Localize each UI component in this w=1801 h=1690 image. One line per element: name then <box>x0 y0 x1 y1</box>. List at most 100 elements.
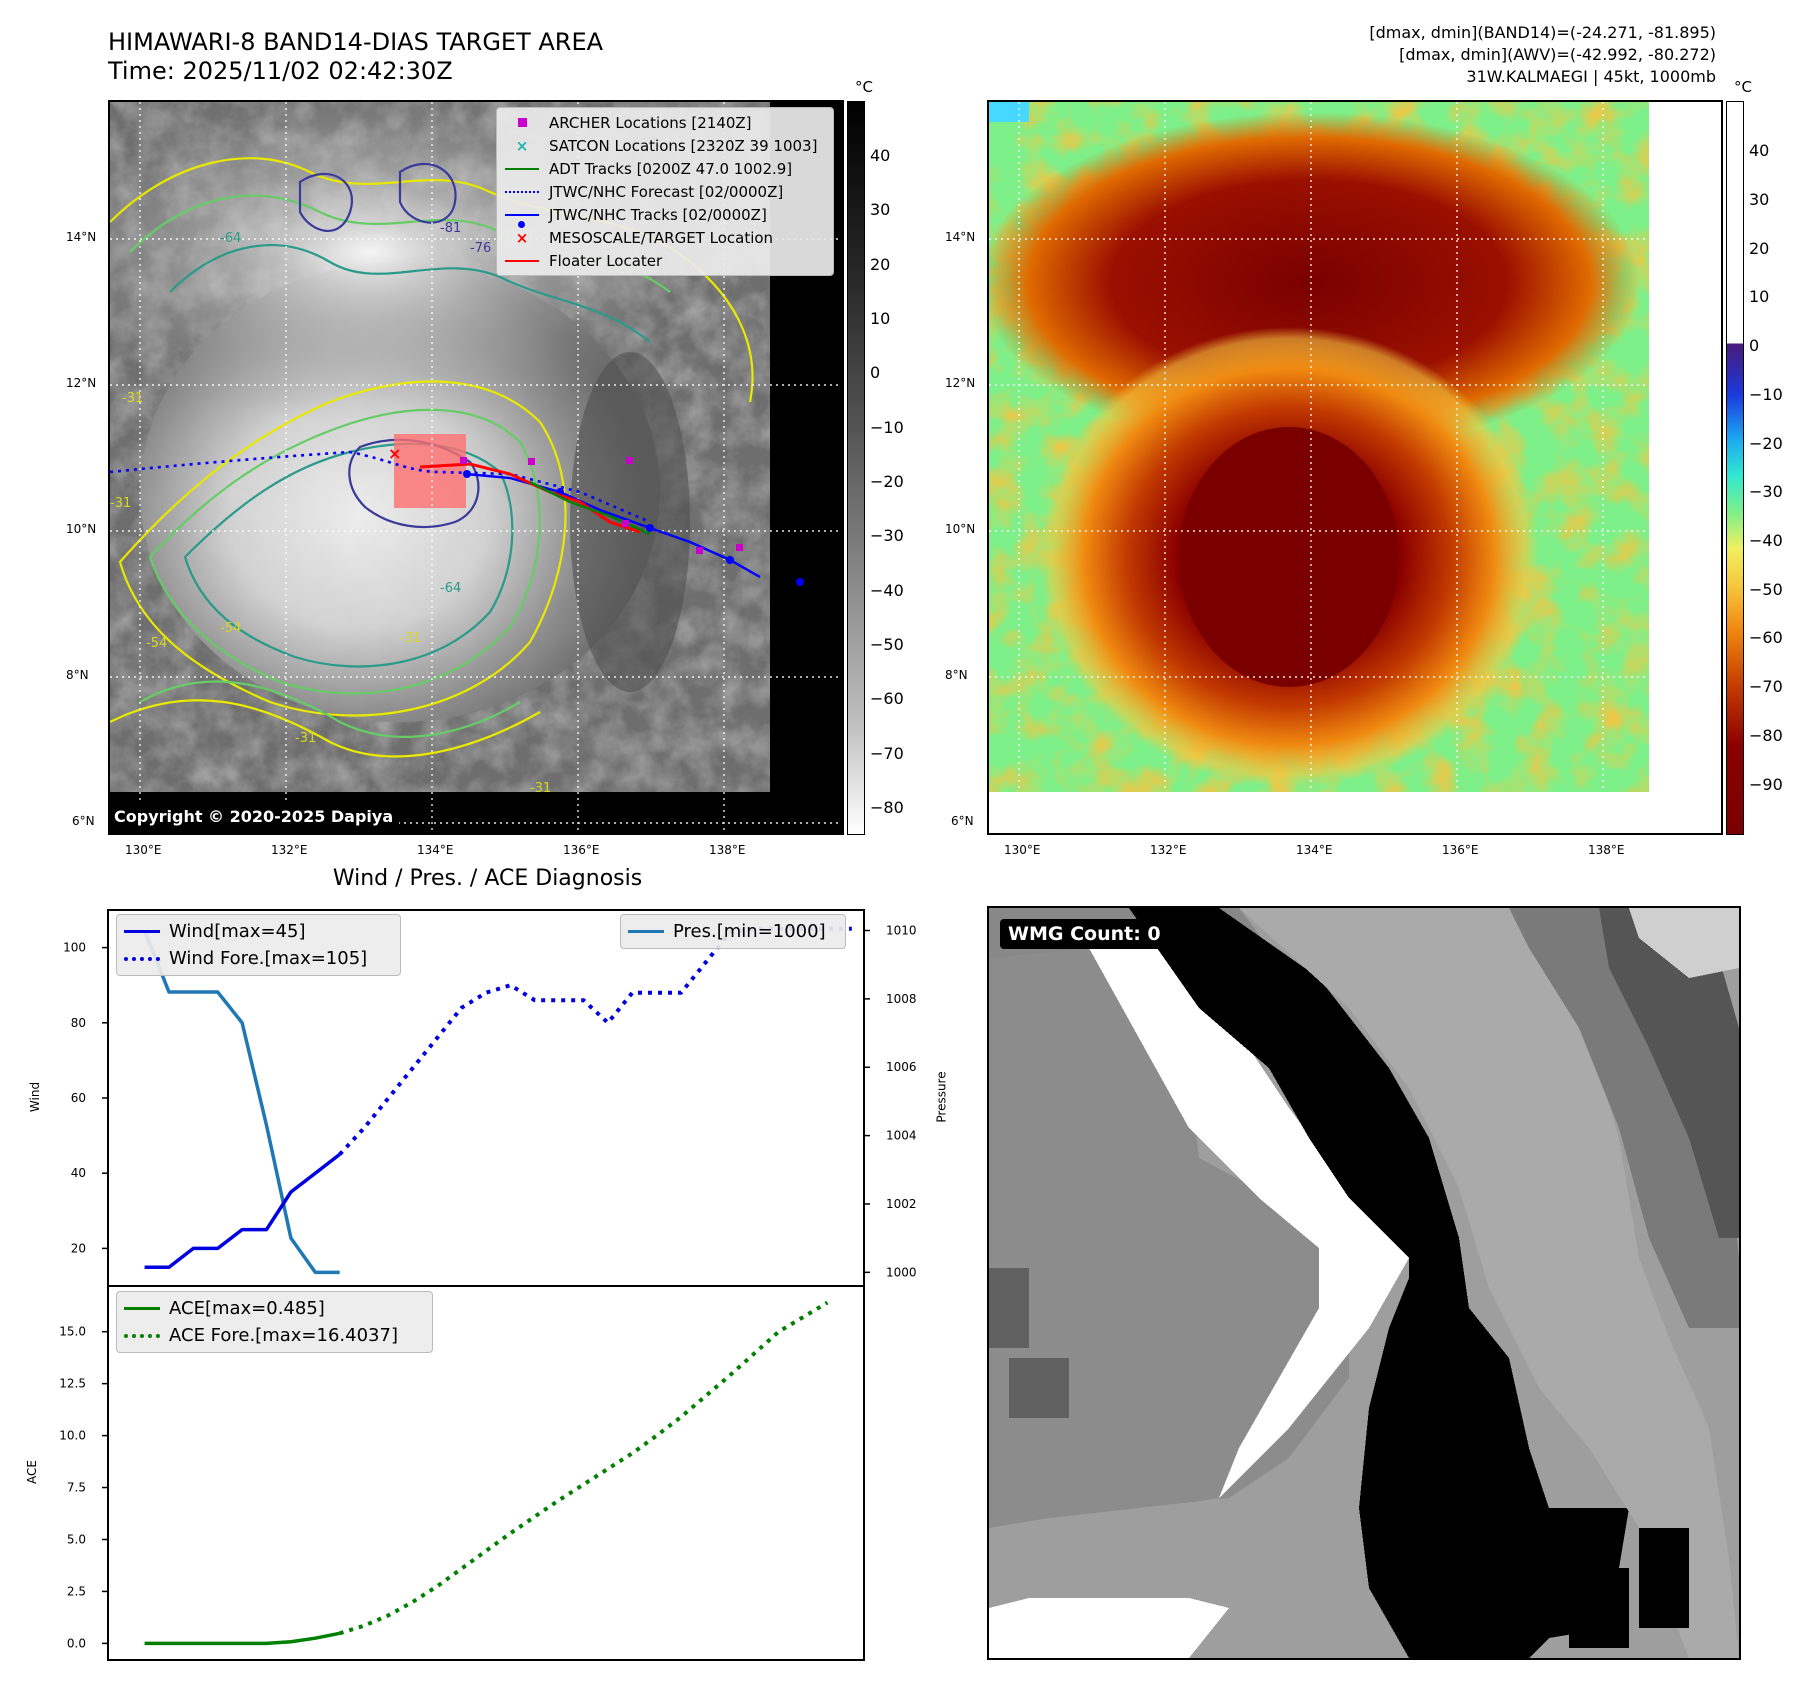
lon-label: 134°E <box>417 843 454 857</box>
colorbar-tick: −60 <box>870 689 904 708</box>
lat-label: 14°N <box>945 230 976 244</box>
legend-item: ACE Fore.[max=16.4037] <box>123 1322 426 1349</box>
ace-ytick-label: 0.0 <box>67 1636 86 1650</box>
colorbar-tick: −20 <box>1749 434 1783 453</box>
ace-legend: ACE[max=0.485] ACE Fore.[max=16.4037] <box>116 1291 433 1353</box>
lat-label: 8°N <box>66 668 89 682</box>
best-track <box>465 472 761 579</box>
legend-item: JTWC/NHC Tracks [02/0000Z] <box>503 203 827 228</box>
ace-plot: 0.0 2.5 5.0 7.5 10.0 12.5 15.0 <box>59 1285 865 1661</box>
colorbar-tick: −30 <box>870 526 904 545</box>
lon-label: 130°E <box>125 843 162 857</box>
lat-label: 6°N <box>951 814 974 828</box>
ace-ytick-label: 5.0 <box>67 1532 86 1546</box>
pressure-ytick-label: 1000 <box>886 1265 917 1279</box>
lon-label: 136°E <box>563 843 600 857</box>
colorbar-tick: 0 <box>870 363 881 382</box>
lat-label: 12°N <box>945 376 976 390</box>
wmg-image <box>989 908 1739 1658</box>
wind-ytick-label: 80 <box>71 1016 86 1030</box>
contour-label: -64 <box>220 231 241 246</box>
wmg-count-badge: WMG Count: 0 <box>1000 919 1169 949</box>
lon-label: 138°E <box>709 843 746 857</box>
colorbar-tick: 40 <box>870 146 891 165</box>
colorbar-tick: −80 <box>1749 726 1783 745</box>
pressure-ytick-label: 1008 <box>886 992 917 1006</box>
ir-colorbar-unit: °C <box>855 78 873 96</box>
contour-label: -54 <box>146 636 167 651</box>
contour-label: -54 <box>220 621 241 636</box>
contour-label: -76 <box>470 241 491 256</box>
ir-colorbar <box>847 101 865 835</box>
pressure-legend: Pres.[min=1000] <box>620 914 846 949</box>
ace-series-line <box>144 1631 341 1646</box>
pressure-axis-label: Pressure <box>934 1071 949 1123</box>
colorbar-tick: 40 <box>1749 141 1770 160</box>
wind-forecast-series-line <box>338 926 852 1156</box>
colorbar-tick: −90 <box>1749 775 1783 794</box>
ace-ytick-label: 7.5 <box>67 1481 86 1495</box>
lon-label: 136°E <box>1442 843 1479 857</box>
pressure-ytick-label: 1010 <box>886 924 917 938</box>
colorbar-tick: −70 <box>870 744 904 763</box>
contour-label: -31 <box>530 781 551 796</box>
color-map-image <box>989 102 1721 833</box>
colorbar-tick: −10 <box>1749 385 1783 404</box>
pressure-ytick-label: 1004 <box>886 1129 917 1143</box>
ace-forecast-series-line <box>339 1300 829 1636</box>
legend-item: Pres.[min=1000] <box>627 918 839 945</box>
contour-label: -31 <box>110 496 131 511</box>
diagnosis-charts: 20 40 60 80 100 1000 1002 1004 1006 1008 1010 0.0 2… <box>59 909 917 1661</box>
lon-label: 132°E <box>271 843 308 857</box>
wind-series-line <box>144 1153 341 1269</box>
ace-ytick-label: 2.5 <box>67 1584 86 1598</box>
legend-item: Wind Fore.[max=105] <box>123 945 394 972</box>
lat-label: 10°N <box>66 522 97 536</box>
legend-item: ADT Tracks [0200Z 47.0 1002.9] <box>503 157 827 180</box>
colorbar-tick: −50 <box>1749 580 1783 599</box>
stats-readout: [dmax, dmin](BAND14)=(-24.271, -81.895) … <box>1369 23 1716 86</box>
lat-label: 10°N <box>945 522 976 536</box>
colorbar-tick: −10 <box>870 418 904 437</box>
colorbar-tick: −80 <box>870 798 904 817</box>
colorbar-tick: −50 <box>870 635 904 654</box>
lat-label: 8°N <box>945 668 968 682</box>
lon-label: 134°E <box>1296 843 1333 857</box>
wind-axis-label: Wind <box>28 1081 43 1113</box>
lon-label: 138°E <box>1588 843 1625 857</box>
ace-ytick-label: 15.0 <box>59 1325 86 1339</box>
diagnosis-title: Wind / Pres. / ACE Diagnosis <box>332 866 643 891</box>
wmg-panel <box>987 906 1741 1660</box>
colorbar-tick: 30 <box>1749 190 1770 209</box>
legend-item: ACE[max=0.485] <box>123 1295 426 1322</box>
colorbar-tick: −70 <box>1749 677 1783 696</box>
contour-label: -31 <box>122 391 143 406</box>
colorbar-tick: 10 <box>1749 287 1770 306</box>
ir-map-legend: ARCHER Locations [2140Z] × SATCON Locatio… <box>496 107 834 276</box>
colorbar-tick: −30 <box>1749 482 1783 501</box>
lat-label: 12°N <box>66 376 97 390</box>
color-colorbar-unit: °C <box>1734 78 1752 96</box>
colorbar-tick: 20 <box>1749 239 1770 258</box>
lat-label: 14°N <box>66 230 97 244</box>
legend-item: Floater Locater <box>503 249 827 272</box>
wind-ytick-label: 100 <box>63 941 86 955</box>
pressure-ytick-label: 1002 <box>886 1197 917 1211</box>
wind-ytick-label: 20 <box>71 1241 86 1255</box>
colorbar-tick: 30 <box>870 200 891 219</box>
legend-item: JTWC/NHC Forecast [02/0000Z] <box>503 180 827 203</box>
svg-text:×: × <box>388 444 401 463</box>
colorbar-tick: −40 <box>1749 531 1783 550</box>
colorbar-tick: 20 <box>870 255 891 274</box>
figure-title: HIMAWARI-8 BAND14-DIAS TARGET AREA Time:… <box>108 28 604 85</box>
legend-item: ARCHER Locations [2140Z] <box>503 111 827 134</box>
legend-item: × SATCON Locations [2320Z 39 1003] <box>515 136 818 155</box>
color-colorbar <box>1726 101 1744 835</box>
colorbar-tick: −60 <box>1749 628 1783 647</box>
lat-label: 6°N <box>72 814 95 828</box>
copyright-notice: Copyright © 2020-2025 Dapiya <box>108 803 400 831</box>
legend-item: Wind[max=45] <box>123 918 394 945</box>
colorbar-tick: −20 <box>870 472 904 491</box>
pressure-series-line <box>142 929 340 1275</box>
contour-label: -81 <box>440 221 461 236</box>
